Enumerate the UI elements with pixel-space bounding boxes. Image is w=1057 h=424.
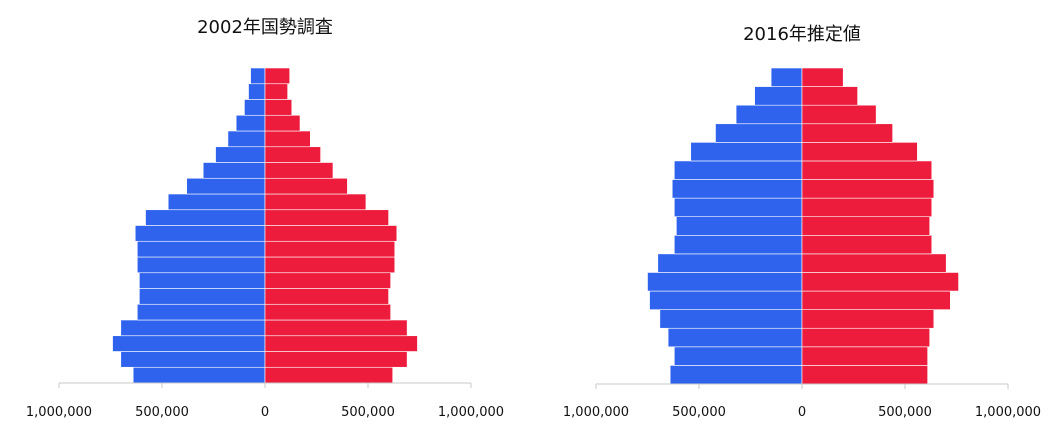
pyramid-2016-left-bar bbox=[690, 142, 803, 162]
pyramid-2002-right-bar bbox=[264, 351, 408, 368]
pyramid-2016-left-bar bbox=[659, 309, 803, 329]
x-tick-label-2016: 0 bbox=[798, 405, 806, 420]
pyramid-2016-right-bar bbox=[801, 104, 877, 125]
x-tick-label-2002: 0 bbox=[261, 405, 269, 420]
pyramid-2016-right-bar bbox=[801, 67, 844, 87]
pyramid-2016-left-bar bbox=[770, 67, 803, 87]
pyramid-2002-left-bar bbox=[215, 146, 266, 163]
x-tick-label-2002: 1,000,000 bbox=[438, 405, 504, 420]
pyramid-2016-left-bar bbox=[669, 365, 803, 385]
pyramid-2002-left-bar bbox=[136, 240, 266, 258]
chart-title-2002: 2002年国勢調査 bbox=[197, 17, 333, 38]
pyramid-2002-right-bar bbox=[264, 272, 391, 289]
pyramid-2016-left-bar bbox=[657, 253, 803, 273]
x-tick-label-2002: 500,000 bbox=[135, 405, 189, 420]
pyramid-2002-left-bar bbox=[139, 272, 266, 289]
pyramid-2002-left-bar bbox=[120, 351, 266, 368]
pyramid-2016-left-bar bbox=[673, 160, 803, 180]
x-tick-label-2016: 500,000 bbox=[878, 405, 932, 420]
x-tick-label-2016: 500,000 bbox=[672, 405, 726, 420]
pyramid-2016-left-bar bbox=[673, 234, 803, 255]
chart-title-2016: 2016年推定値 bbox=[743, 24, 861, 45]
pyramid-2002-left-bar bbox=[145, 209, 266, 226]
pyramid-2016-right-bar bbox=[801, 123, 893, 143]
pyramid-2002-left-bar bbox=[134, 225, 266, 242]
pyramid-2002-right-bar bbox=[264, 256, 396, 274]
pyramid-2016-right-bar bbox=[801, 197, 933, 218]
pyramid-2002-left-bar bbox=[248, 83, 266, 100]
pyramid-2002-left-bar bbox=[244, 99, 266, 116]
pyramid-2002-right-bar bbox=[264, 67, 291, 85]
pyramid-2016-left-bar bbox=[667, 327, 803, 348]
pyramid-2016-left-bar bbox=[647, 272, 803, 292]
pyramid-2016-right-bar bbox=[801, 253, 947, 273]
pyramid-2016-right-bar bbox=[801, 142, 918, 162]
pyramid-2002-left-bar bbox=[186, 177, 266, 195]
pyramid-2002-right-bar bbox=[264, 240, 396, 258]
pyramid-2002-right-bar bbox=[264, 225, 398, 242]
x-tick-label-2016: 1,000,000 bbox=[563, 405, 629, 420]
pyramid-2016-right-bar bbox=[801, 272, 959, 292]
pyramid-2002-right-bar bbox=[264, 288, 389, 305]
pyramid-2002-right-bar bbox=[264, 209, 389, 226]
pyramid-2002-right-bar bbox=[264, 114, 301, 132]
pyramid-2002-right-bar bbox=[264, 193, 367, 211]
pyramid-2002-left-bar bbox=[136, 303, 266, 321]
pyramid-2016-left-bar bbox=[673, 346, 803, 366]
pyramid-2016-left-bar bbox=[649, 290, 803, 310]
pyramid-2016-right-bar bbox=[801, 179, 935, 199]
pyramid-2002-left-bar bbox=[167, 193, 266, 211]
pyramid-2016-left-bar bbox=[754, 86, 803, 106]
pyramid-2002-right-bar bbox=[264, 83, 288, 100]
pyramid-2002-right-bar bbox=[264, 162, 334, 179]
x-tick-label-2002: 1,000,000 bbox=[26, 405, 92, 420]
pyramid-2002-right-bar bbox=[264, 130, 311, 148]
pyramid-2002-left-bar bbox=[120, 319, 266, 337]
pyramid-2002-left-bar bbox=[202, 162, 266, 179]
pyramid-2016-left-bar bbox=[735, 104, 803, 125]
x-tick-label-2002: 500,000 bbox=[341, 405, 395, 420]
pyramid-2002-left-bar bbox=[132, 366, 266, 384]
pyramid-2016-right-bar bbox=[801, 160, 933, 180]
pyramid-2016-left-bar bbox=[715, 123, 803, 143]
pyramid-2016-right-bar bbox=[801, 365, 928, 385]
pyramid-2002-right-bar bbox=[264, 303, 391, 321]
pyramid-2002-left-bar bbox=[250, 67, 266, 85]
pyramid-2002-right-bar bbox=[264, 177, 348, 195]
pyramid-2016-right-bar bbox=[801, 216, 931, 236]
pyramid-2016-left-bar bbox=[673, 197, 803, 218]
pyramid-2002-left-bar bbox=[139, 288, 266, 305]
pyramid-2016-left-bar bbox=[671, 179, 803, 199]
pyramid-2016-right-bar bbox=[801, 86, 858, 106]
pyramid-2016-right-bar bbox=[801, 234, 933, 255]
pyramid-2016-left-bar bbox=[676, 216, 803, 236]
pyramid-2016-right-bar bbox=[801, 309, 935, 329]
pyramid-2002-left-bar bbox=[112, 335, 266, 352]
pyramid-2016-right-bar bbox=[801, 327, 931, 348]
pyramid-2002-left-bar bbox=[235, 114, 266, 132]
pyramid-2002-right-bar bbox=[264, 319, 408, 337]
pyramid-2002-left-bar bbox=[136, 256, 266, 274]
pyramid-2002-right-bar bbox=[264, 146, 321, 163]
pyramid-2002-right-bar bbox=[264, 366, 394, 384]
pyramid-2016-right-bar bbox=[801, 290, 951, 310]
pyramid-2002-right-bar bbox=[264, 335, 418, 352]
x-tick-label-2016: 1,000,000 bbox=[975, 405, 1041, 420]
pyramid-2002-left-bar bbox=[227, 130, 266, 148]
pyramid-2016-right-bar bbox=[801, 346, 928, 366]
pyramid-2002-right-bar bbox=[264, 99, 293, 116]
